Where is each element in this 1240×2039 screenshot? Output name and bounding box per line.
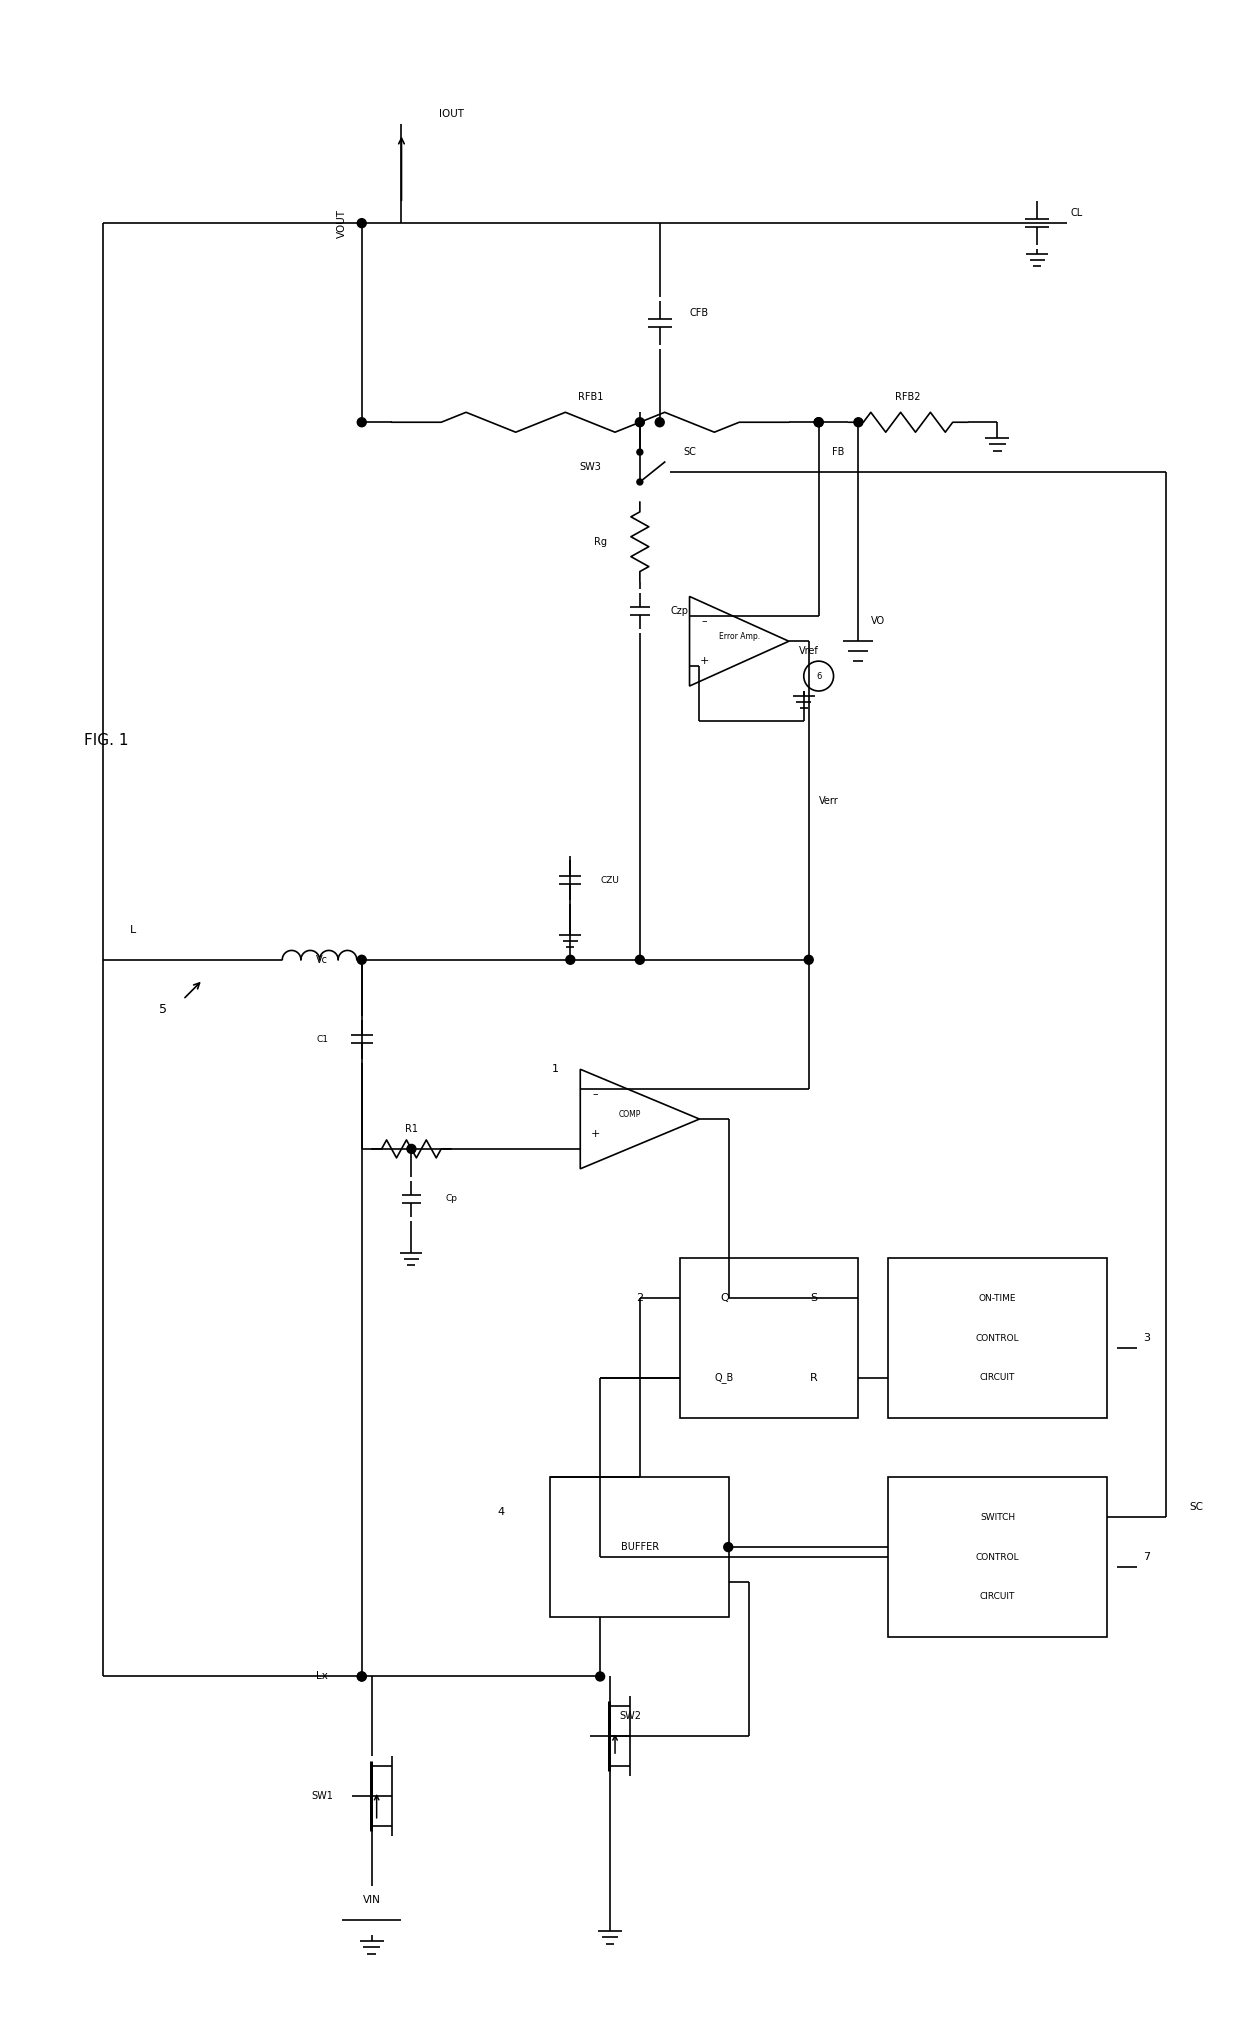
Circle shape <box>357 956 366 964</box>
Text: CL: CL <box>1071 208 1083 218</box>
Text: VIN: VIN <box>363 1896 381 1906</box>
Bar <box>888 1478 1107 1637</box>
Circle shape <box>635 418 645 426</box>
Text: Error Amp.: Error Amp. <box>719 632 760 640</box>
Text: Vref: Vref <box>799 646 818 657</box>
Text: ON-TIME: ON-TIME <box>978 1293 1017 1303</box>
Circle shape <box>637 479 642 485</box>
Text: SC: SC <box>1189 1503 1203 1513</box>
Text: 7: 7 <box>1143 1552 1149 1562</box>
Text: Cp: Cp <box>445 1195 458 1203</box>
Text: SW2: SW2 <box>619 1711 641 1721</box>
Text: CFB: CFB <box>689 308 709 318</box>
Text: SWITCH: SWITCH <box>980 1513 1016 1521</box>
Text: –: – <box>593 1089 598 1099</box>
Text: 2: 2 <box>636 1293 644 1303</box>
Bar <box>680 1258 858 1417</box>
Text: Rg: Rg <box>594 536 606 546</box>
Text: Vc: Vc <box>316 954 329 964</box>
Circle shape <box>637 449 642 455</box>
Text: 1: 1 <box>552 1064 559 1075</box>
Circle shape <box>724 1544 733 1552</box>
Text: 5: 5 <box>159 1003 167 1015</box>
Text: FB: FB <box>832 447 844 457</box>
Circle shape <box>655 418 665 426</box>
Text: FIG. 1: FIG. 1 <box>83 734 128 748</box>
Text: Czp: Czp <box>671 606 688 616</box>
Circle shape <box>357 418 366 426</box>
Text: CONTROL: CONTROL <box>976 1552 1019 1562</box>
Circle shape <box>815 418 823 426</box>
Circle shape <box>357 1672 366 1680</box>
Bar <box>888 1258 1107 1417</box>
Text: CIRCUIT: CIRCUIT <box>980 1374 1016 1382</box>
Text: IOUT: IOUT <box>439 108 464 118</box>
Circle shape <box>854 418 863 426</box>
Text: Lx: Lx <box>316 1672 327 1682</box>
Text: RFB2: RFB2 <box>895 391 921 402</box>
Text: R1: R1 <box>405 1123 418 1134</box>
Text: RFB1: RFB1 <box>578 391 603 402</box>
Text: CIRCUIT: CIRCUIT <box>980 1592 1016 1601</box>
Circle shape <box>805 956 813 964</box>
Text: Verr: Verr <box>818 795 838 805</box>
Circle shape <box>815 418 823 426</box>
Text: SW1: SW1 <box>311 1790 334 1800</box>
Text: Q: Q <box>720 1293 729 1303</box>
Text: C1: C1 <box>316 1036 329 1044</box>
Text: VOUT: VOUT <box>337 208 347 239</box>
Text: R: R <box>810 1372 817 1382</box>
Text: –: – <box>702 616 707 626</box>
Text: L: L <box>130 926 136 936</box>
Text: SC: SC <box>683 447 696 457</box>
Text: Q_B: Q_B <box>714 1372 734 1382</box>
Text: S: S <box>810 1293 817 1303</box>
Text: VO: VO <box>872 616 885 626</box>
Text: 6: 6 <box>816 671 821 681</box>
Text: CZU: CZU <box>600 875 620 885</box>
Circle shape <box>407 1144 415 1154</box>
Text: SW3: SW3 <box>579 463 601 473</box>
Circle shape <box>635 956 645 964</box>
Text: 3: 3 <box>1143 1334 1149 1344</box>
Text: 4: 4 <box>497 1507 505 1517</box>
Text: CONTROL: CONTROL <box>976 1334 1019 1342</box>
Text: +: + <box>590 1130 600 1140</box>
Circle shape <box>595 1672 605 1680</box>
Bar <box>551 1478 729 1617</box>
Text: +: + <box>699 657 709 667</box>
Circle shape <box>357 1672 366 1680</box>
Circle shape <box>357 218 366 228</box>
Circle shape <box>565 956 575 964</box>
Text: COMP: COMP <box>619 1109 641 1119</box>
Text: BUFFER: BUFFER <box>621 1541 658 1552</box>
